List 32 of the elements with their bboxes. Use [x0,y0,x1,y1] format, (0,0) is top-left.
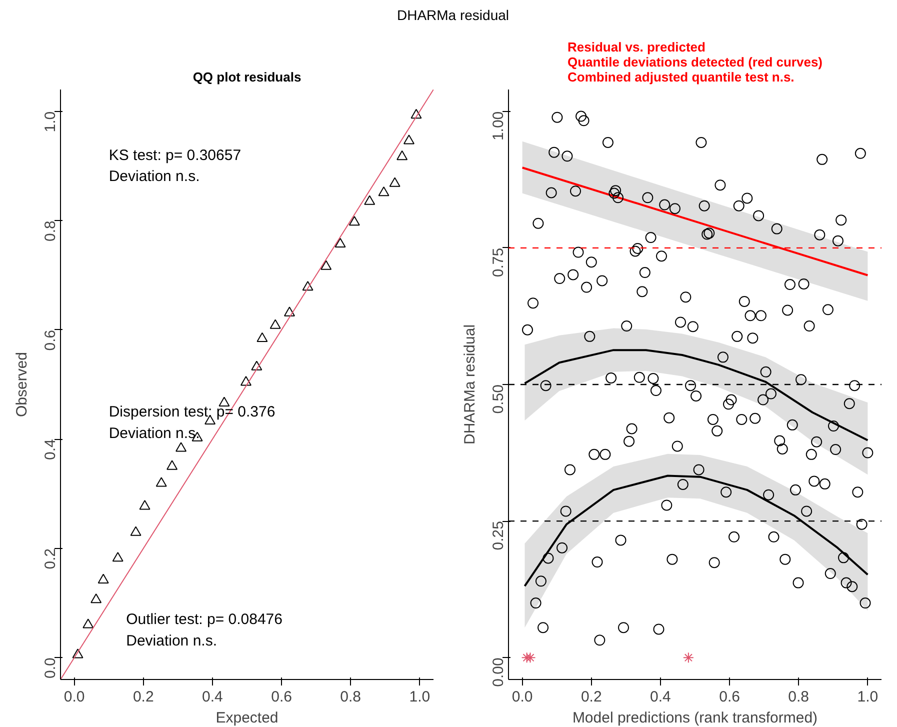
chart-title: Residual vs. predicted Quantile deviations detected (red curves) Combined adjusted quantile test n.s. [567,40,823,84]
x-tick-label: 1.0 [409,688,430,706]
y-axis-title: Observed [14,352,30,418]
x-tick-label: 0.6 [719,688,740,706]
x-tick-label: 0.0 [512,688,533,706]
annotation: Outlier test: p= 0.08476 Deviation n.s. [126,611,282,650]
x-axis-title: Model predictions (rank transformed) [572,710,818,726]
y-tick-label: 0.4 [42,439,59,460]
x-tick-label: 0.8 [788,688,810,706]
y-tick-label: 0.0 [42,658,59,678]
x-axis-title: Expected [216,710,278,726]
y-tick-label: 0.75 [490,248,507,278]
y-tick-label: 0.50 [490,384,507,414]
x-tick-label: 0.0 [64,688,85,706]
y-tick-label: 0.00 [490,658,507,687]
x-tick-label: 0.4 [650,688,671,706]
x-tick-label: 1.0 [857,688,878,706]
y-tick-label: 0.6 [42,330,59,351]
text: DHARMa residual [396,6,510,25]
x-tick-label: 0.2 [132,688,154,706]
y-tick-label: 1.0 [42,111,59,132]
x-tick-label: 0.2 [580,688,602,706]
y-tick-label: 0.2 [42,548,59,570]
y-axis-title: DHARMa residual [462,324,478,445]
x-tick-label: 0.4 [202,688,223,706]
x-tick-label: 0.6 [271,688,292,706]
y-tick-label: 0.25 [490,521,507,550]
y-tick-label: 1.00 [490,111,507,141]
chart-title: QQ plot residuals [192,70,302,84]
y-tick-label: 0.8 [42,220,59,242]
annotation: KS test: p= 0.30657 Deviation n.s. [108,146,242,186]
x-tick-label: 0.8 [340,688,362,706]
